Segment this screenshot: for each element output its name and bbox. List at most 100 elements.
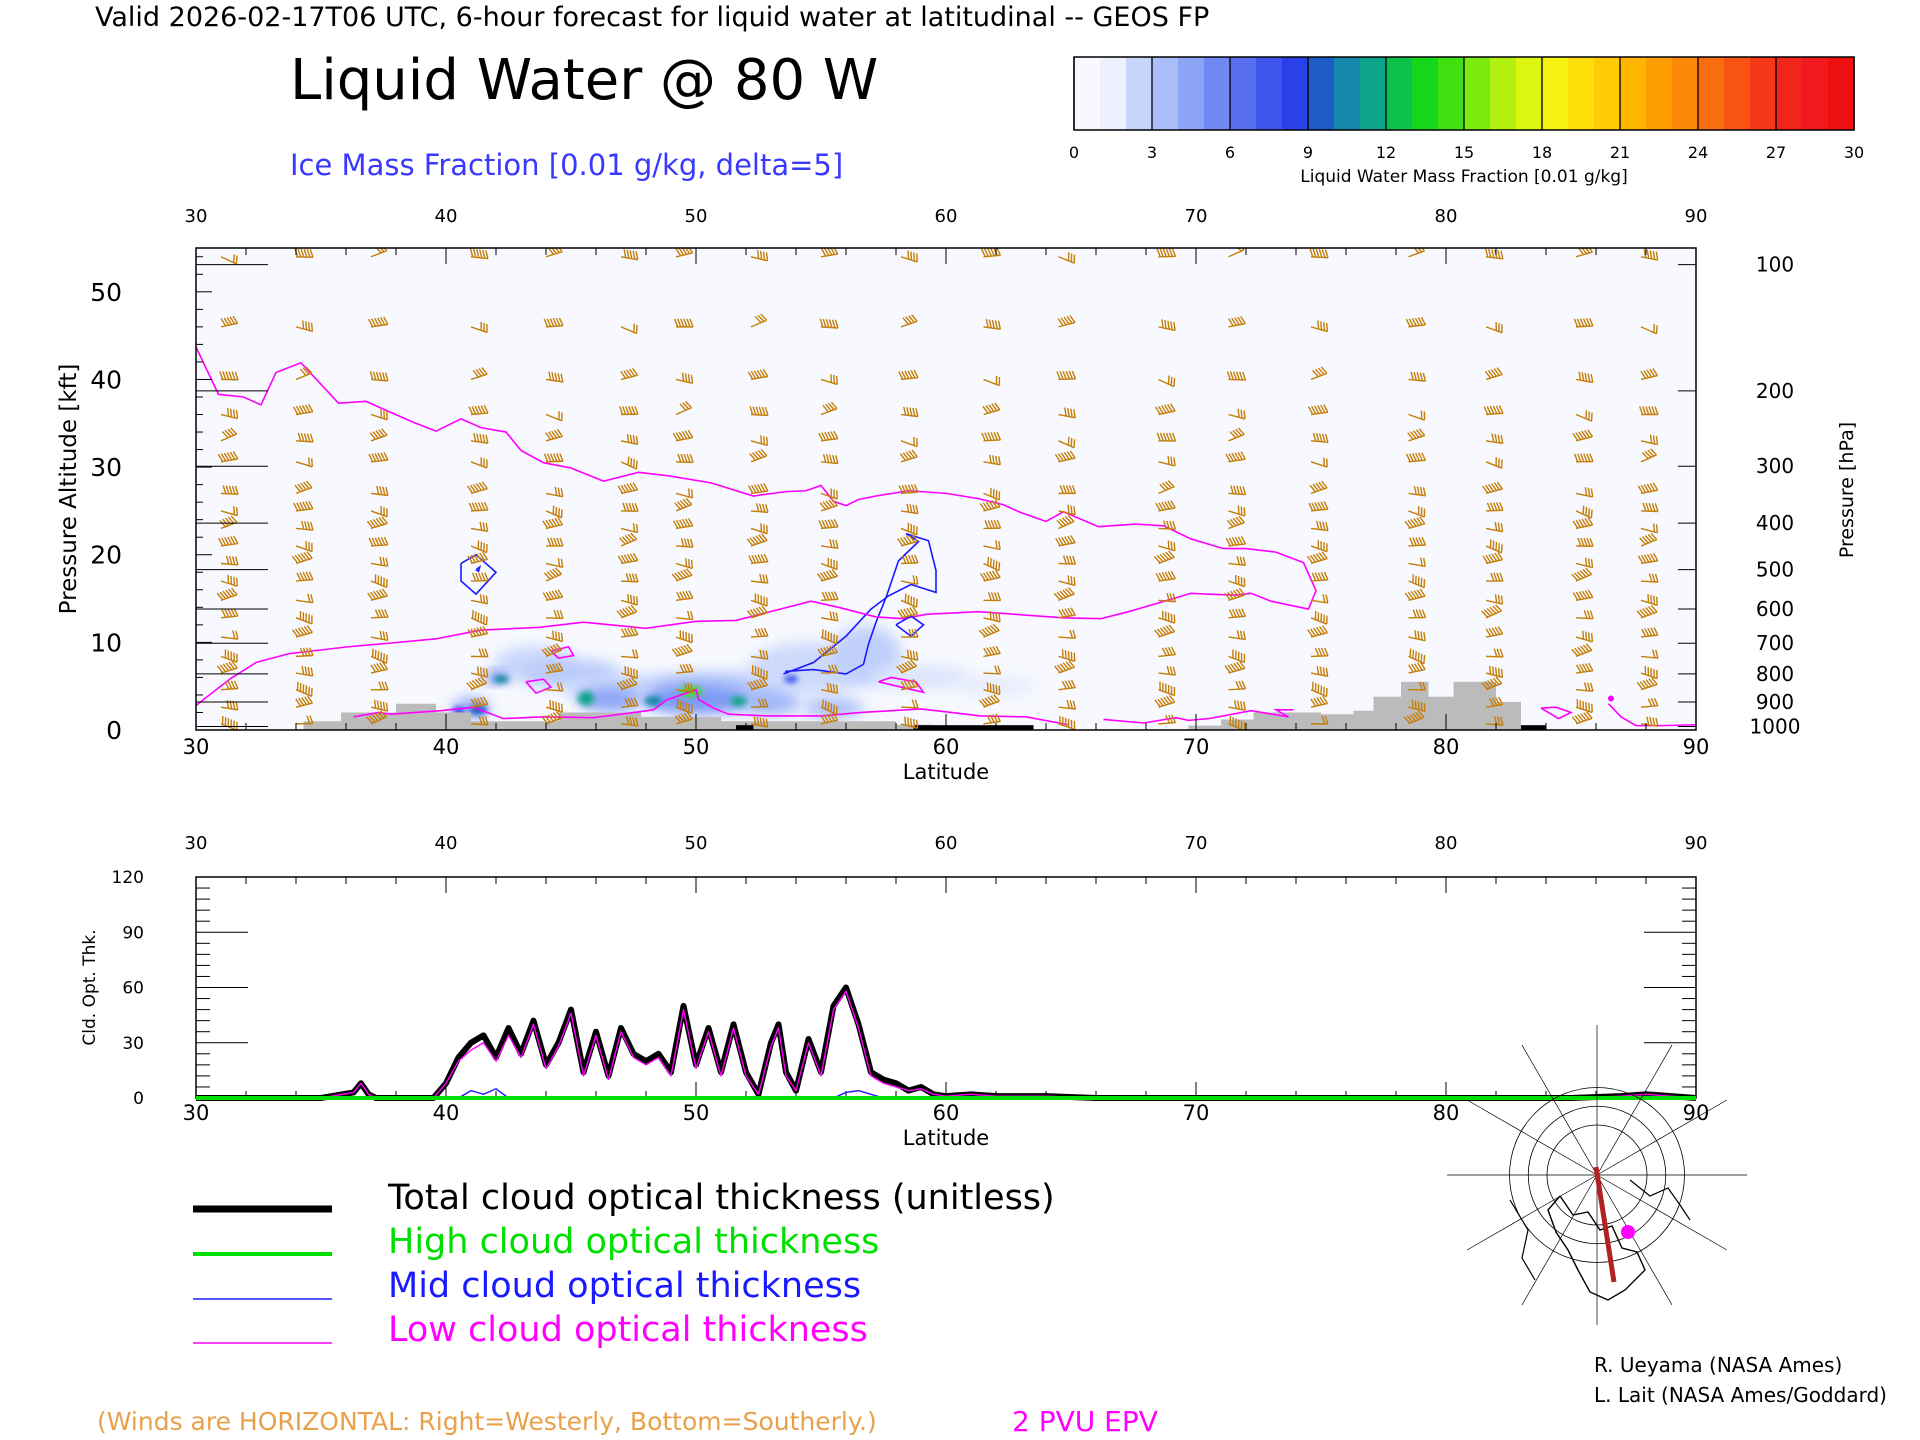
wind-barb-shaft — [1408, 523, 1426, 530]
wind-barb-feather — [1571, 573, 1579, 581]
wind-barb-feather — [1642, 680, 1649, 688]
wind-barb — [1228, 315, 1246, 328]
wind-barb-feather — [1237, 505, 1240, 515]
wind-barb — [291, 551, 313, 565]
wind-barb-feather — [1486, 679, 1494, 688]
wind-barb-feather — [377, 452, 383, 462]
wind-barb-feather — [480, 676, 488, 684]
wind-barb-feather — [479, 697, 486, 706]
wind-barb-shaft — [545, 649, 563, 658]
wind-barb-feather — [1412, 712, 1420, 721]
wind-barb-feather — [1407, 519, 1414, 528]
wind-barb — [1058, 436, 1076, 449]
wind-barb-feather — [374, 712, 382, 720]
wind-barb-feather — [987, 626, 995, 634]
wind-barb-feather — [1655, 717, 1659, 727]
wind-barb-shaft — [1228, 510, 1245, 517]
wind-barb-feather — [995, 713, 1001, 722]
wind-barb — [675, 682, 694, 693]
wind-barb-feather — [1586, 453, 1591, 462]
wind-barb-shaft — [470, 461, 488, 469]
wind-barb-feather — [1311, 502, 1317, 511]
colorbar-swatch — [1724, 57, 1751, 130]
wind-barb-feather — [1068, 485, 1074, 494]
wind-barb-feather — [1168, 432, 1174, 442]
wind-barb-feather — [1164, 647, 1170, 656]
wind-barb — [983, 645, 1001, 658]
wind-barb-feather — [1062, 662, 1070, 670]
wind-barb-feather — [671, 573, 679, 581]
wind-barb-feather — [824, 700, 827, 710]
wind-barb-feather — [1070, 535, 1076, 544]
wind-barb-feather — [235, 255, 238, 265]
wind-barb — [366, 516, 388, 530]
wind-barb-feather — [227, 516, 235, 524]
wind-barb-feather — [1639, 681, 1647, 689]
wind-barb-feather — [481, 481, 488, 490]
wind-barb-feather — [1320, 404, 1326, 413]
wind-barb-shaft — [1408, 324, 1426, 328]
wind-barb-feather — [1056, 371, 1061, 380]
colorbar-tick-label: 18 — [1532, 143, 1552, 162]
map-meridian — [1596, 1099, 1728, 1176]
wind-barb-feather — [822, 571, 830, 580]
wind-barb — [820, 453, 839, 465]
wind-barb-feather — [630, 604, 638, 613]
wind-barb-feather — [1230, 590, 1237, 599]
wind-barb — [545, 371, 564, 383]
wind-barb-feather — [749, 406, 754, 415]
wind-barb — [1225, 535, 1246, 547]
wind-barb-feather — [822, 453, 827, 463]
wind-barb-feather — [823, 248, 830, 256]
wind-barb-feather — [470, 628, 477, 637]
wind-barb-feather — [1490, 369, 1497, 377]
wind-barb — [979, 569, 1001, 582]
wind-barb-feather — [1587, 558, 1591, 567]
wind-barb — [1485, 521, 1504, 533]
wind-barb-shaft — [220, 562, 238, 566]
wind-barb-feather — [223, 317, 230, 326]
wind-barb-feather — [682, 591, 688, 600]
wind-barb-feather — [631, 573, 636, 582]
wind-barb-feather — [1235, 588, 1243, 597]
wind-barb-feather — [222, 590, 229, 599]
wind-barb — [1485, 433, 1504, 445]
wind-barb-shaft — [820, 438, 838, 442]
wind-barb-shaft — [220, 458, 238, 463]
wind-barb — [1228, 575, 1246, 588]
main-panel-content — [196, 248, 1696, 730]
wind-barb-feather — [1481, 610, 1489, 618]
wind-barb-feather — [754, 484, 760, 493]
colorbar-tick-label: 24 — [1688, 143, 1708, 162]
wind-barb-feather — [1072, 629, 1077, 639]
wind-barb-shaft — [820, 504, 838, 512]
wind-barb-feather — [1324, 647, 1329, 657]
wind-barb-feather — [303, 552, 310, 560]
wind-barb-shaft — [620, 611, 638, 619]
wind-barb-feather — [235, 507, 239, 516]
wind-barb-shaft — [1228, 458, 1246, 463]
wind-barb-feather — [554, 631, 558, 640]
wind-barb-feather — [986, 682, 989, 692]
wind-barb-shaft — [1158, 630, 1175, 638]
wind-barb-shaft — [220, 542, 238, 547]
wind-barb-feather — [751, 555, 757, 564]
wind-barb-feather — [1494, 697, 1501, 706]
wind-barb-feather — [1067, 504, 1070, 514]
wind-barb — [295, 457, 313, 468]
wind-barb-feather — [230, 608, 236, 617]
wind-barb-feather — [472, 248, 477, 258]
wind-barb-shaft — [983, 506, 1001, 512]
wind-barb — [620, 249, 639, 261]
wind-barb-feather — [1242, 630, 1247, 640]
wind-barb-feather — [1237, 427, 1245, 435]
wind-barb-shaft — [900, 376, 918, 381]
wind-barb — [1640, 649, 1659, 659]
wind-barb-feather — [1650, 605, 1658, 613]
wind-barb-shaft — [470, 412, 488, 416]
wind-barb-feather — [1163, 404, 1170, 413]
wind-barb-feather — [548, 431, 555, 440]
wind-barb-feather — [380, 710, 388, 718]
wind-barb-feather — [680, 645, 687, 654]
wind-barb-shaft — [820, 562, 838, 571]
